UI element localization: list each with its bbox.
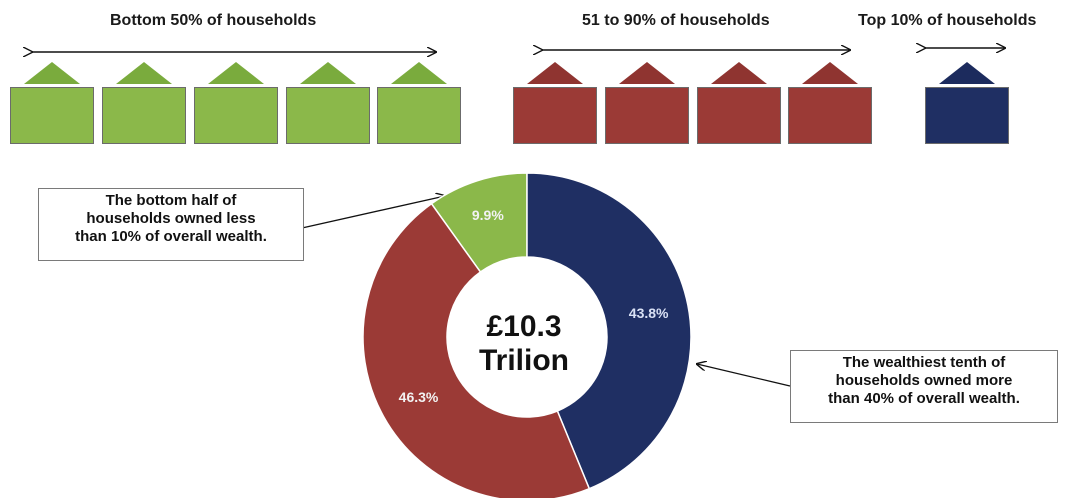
- house-icon: [513, 62, 597, 144]
- house-icon: [697, 62, 781, 144]
- slice-label: 9.9%: [472, 207, 504, 223]
- slice-label: 43.8%: [629, 305, 669, 321]
- house-icon: [102, 62, 186, 144]
- callout-pointer-right: [697, 364, 791, 387]
- callout-left-line-2: households owned less: [86, 210, 256, 227]
- callout-left-line-3: than 10% of overall wealth.: [75, 228, 267, 245]
- house-icon: [286, 62, 370, 144]
- house-icon: [194, 62, 278, 144]
- slice-label: 46.3%: [399, 389, 439, 405]
- callout-right-line-3: than 40% of overall wealth.: [828, 390, 1020, 407]
- callout-left-line-1: The bottom half of: [105, 192, 237, 209]
- group-label-bottom-50: Bottom 50% of households: [110, 12, 317, 29]
- house-icon: [788, 62, 872, 144]
- slice-51-90: [362, 202, 591, 498]
- house-icon: [925, 62, 1009, 144]
- center-text-line-2: Trilion: [479, 344, 569, 377]
- callout-right-line-1: The wealthiest tenth of: [842, 354, 1006, 371]
- group-label-51-90: 51 to 90% of households: [582, 12, 770, 29]
- house-icon: [10, 62, 94, 144]
- center-text-line-1: £10.3: [486, 310, 561, 343]
- callout-right-line-2: households owned more: [835, 372, 1013, 389]
- slice-top-10: [526, 172, 692, 490]
- house-icon: [377, 62, 461, 144]
- callout-bottom-half: The bottom half of households owned less…: [38, 188, 304, 261]
- group-label-top-10: Top 10% of households: [858, 12, 1037, 29]
- house-icon: [605, 62, 689, 144]
- callout-wealthiest-tenth: The wealthiest tenth of households owned…: [790, 350, 1058, 423]
- callout-pointer-left: [301, 196, 445, 229]
